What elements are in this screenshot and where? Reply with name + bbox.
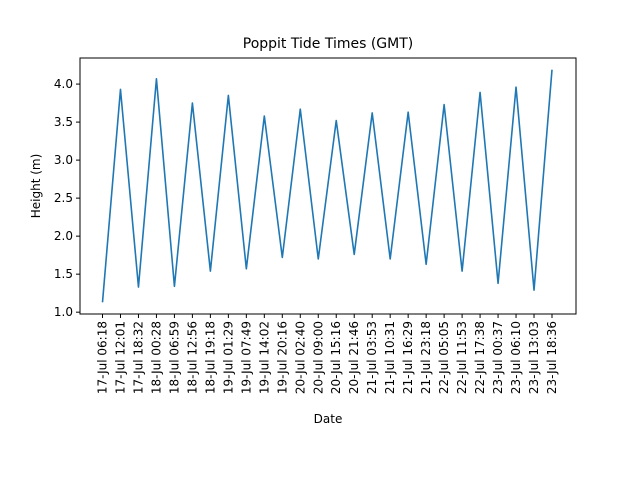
x-tick-label: 20-Jul 09:00 [311,321,325,394]
x-axis-title: Date [314,412,343,426]
x-tick-label: 23-Jul 18:36 [545,321,559,394]
y-axis-title: Height (m) [29,154,43,219]
x-tick-label: 19-Jul 07:49 [239,321,253,394]
chart-title: Poppit Tide Times (GMT) [243,36,413,52]
y-tick-label: 2.5 [54,191,73,205]
x-axis: 17-Jul 06:18 17-Jul 12:01 17-Jul 18:32 18-J… [96,314,559,394]
x-tick-label: 23-Jul 06:10 [509,321,523,394]
x-tick-label: 23-Jul 00:37 [491,321,505,394]
plot-frame [79,57,577,315]
x-tick-label: 17-Jul 12:01 [113,321,127,394]
y-tick-label: 1.0 [54,305,73,319]
x-tick-label: 19-Jul 20:16 [275,321,289,394]
x-tick-label: 17-Jul 18:32 [131,321,145,394]
x-tick-label: 22-Jul 05:05 [437,321,451,394]
x-tick-label: 22-Jul 17:38 [473,321,487,394]
y-axis: 1.0 1.5 2.0 2.5 3.0 3.5 4.0 [54,77,80,319]
y-tick-label: 3.5 [54,115,73,129]
x-tick-label: 17-Jul 06:18 [96,321,110,394]
series-layer [101,69,553,303]
series-line [101,69,553,303]
y-tick-label: 2.0 [54,229,73,243]
x-tick-label: 18-Jul 12:56 [185,321,199,394]
x-tick-label: 22-Jul 11:53 [455,321,469,394]
x-tick-label: 23-Jul 13:03 [527,321,541,394]
x-tick-label: 21-Jul 23:18 [419,321,433,394]
x-tick-label: 21-Jul 16:29 [401,321,415,394]
x-tick-label: 18-Jul 19:18 [203,321,217,394]
x-tick-label: 20-Jul 15:16 [329,321,343,394]
y-tick-label: 1.5 [54,267,73,281]
x-tick-label: 20-Jul 02:40 [293,321,307,394]
x-tick-label: 18-Jul 00:28 [149,321,163,394]
x-tick-label: 20-Jul 21:46 [347,321,361,394]
x-tick-label: 19-Jul 14:02 [257,321,271,394]
x-tick-label: 18-Jul 06:59 [167,321,181,394]
y-tick-label: 4.0 [54,77,73,91]
x-tick-label: 19-Jul 01:29 [221,321,235,394]
x-tick-label: 21-Jul 10:31 [383,321,397,394]
y-tick-label: 3.0 [54,153,73,167]
x-tick-label: 21-Jul 03:53 [365,321,379,394]
